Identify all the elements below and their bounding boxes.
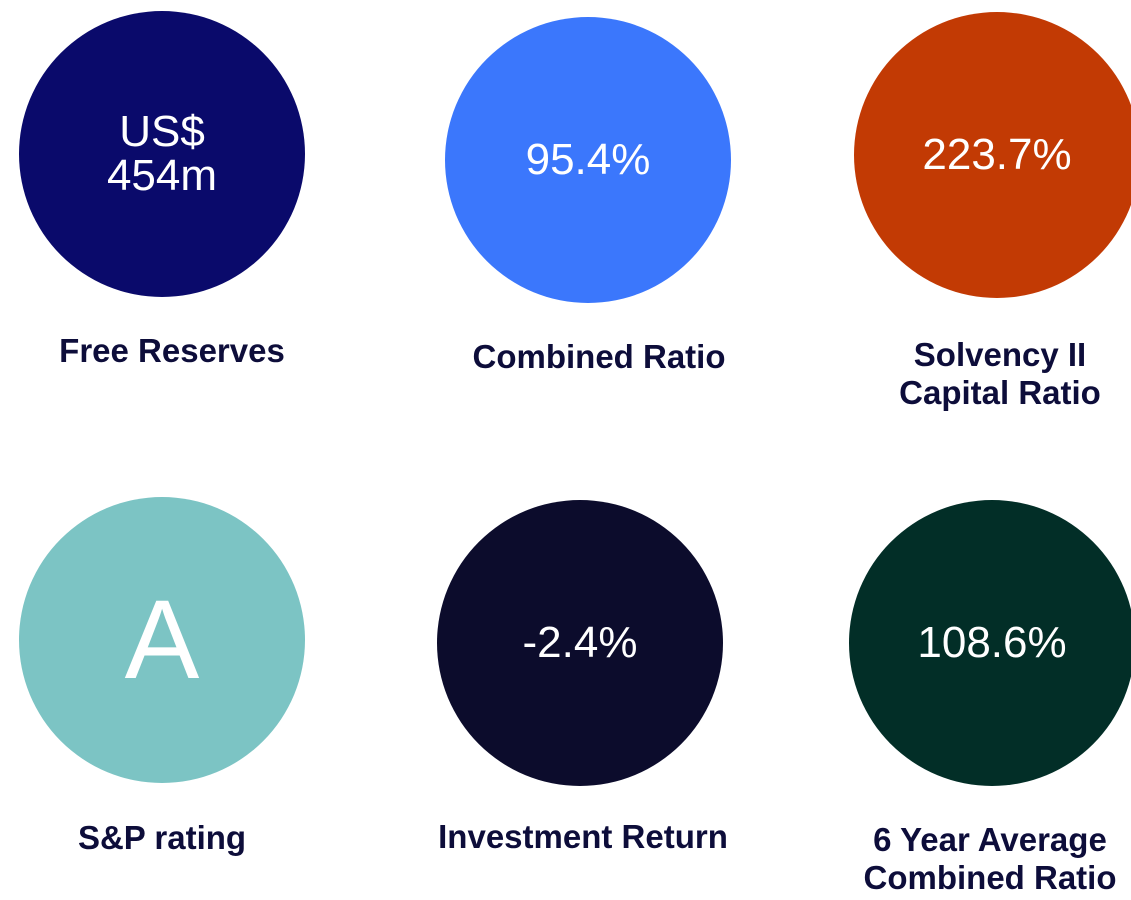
- kpi-value: 223.7%: [922, 130, 1072, 179]
- kpi-label: Solvency II Capital Ratio: [800, 336, 1131, 412]
- kpi-label: Combined Ratio: [399, 338, 799, 376]
- kpi-value: -2.4%: [522, 618, 638, 667]
- kpi-value: 454m: [106, 151, 218, 200]
- kpi-label-line: Capital Ratio: [899, 374, 1101, 411]
- kpi-value: 108.6%: [917, 618, 1067, 667]
- kpi-circle: 95.4%: [445, 17, 731, 303]
- kpi-circle: 223.7%: [854, 12, 1131, 298]
- kpi-label: 6 Year Average Combined Ratio: [790, 821, 1131, 897]
- kpi-label-line: Combined Ratio: [863, 859, 1117, 896]
- kpi-label: Free Reserves: [0, 332, 372, 370]
- kpi-label-line: S&P rating: [77, 819, 247, 856]
- kpi-value: A: [124, 577, 200, 702]
- kpi-label-line: 6 Year Average: [873, 821, 1107, 858]
- kpi-label-line: Investment Return: [438, 818, 728, 855]
- kpi-value: US$: [119, 107, 205, 156]
- kpi-circle: -2.4%: [437, 500, 723, 786]
- kpi-label: S&P rating: [0, 819, 362, 857]
- kpi-label-line: Combined Ratio: [472, 338, 726, 375]
- kpi-label: Investment Return: [383, 818, 783, 856]
- kpi-circle: A: [19, 497, 305, 783]
- kpi-label-line: Free Reserves: [59, 332, 285, 369]
- kpi-circle: US$ 454m: [19, 11, 305, 297]
- kpi-value: 95.4%: [525, 135, 651, 184]
- kpi-label-line: Solvency II: [913, 336, 1087, 373]
- kpi-circle: 108.6%: [849, 500, 1131, 786]
